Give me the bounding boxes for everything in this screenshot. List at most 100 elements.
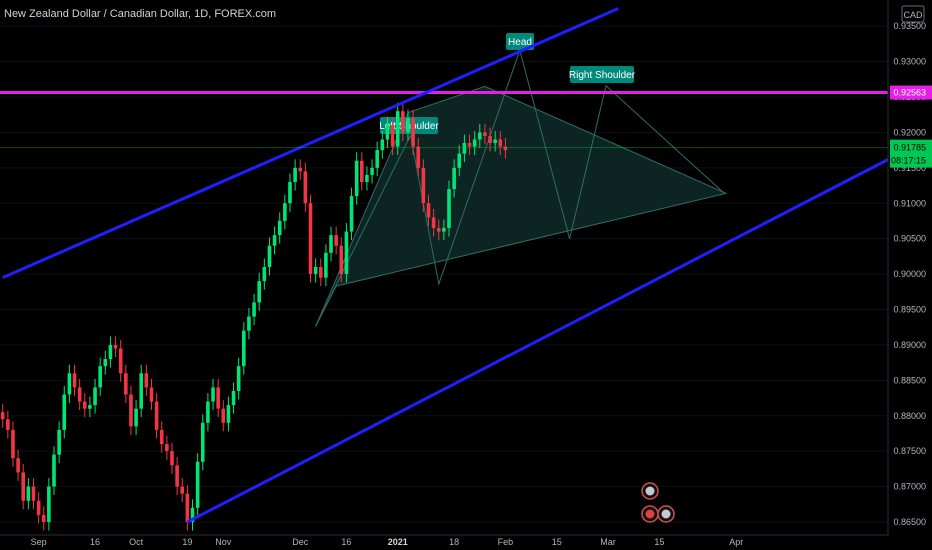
candle-body [206, 401, 210, 423]
trend-lines[interactable] [0, 7, 901, 524]
upper-trend-line[interactable] [2, 7, 619, 279]
candle [365, 166, 369, 191]
x-tick-label: Oct [129, 537, 144, 547]
candle-body [303, 171, 308, 204]
candle-body [442, 228, 446, 232]
candle [483, 123, 487, 145]
candle [247, 308, 251, 340]
x-tick-label: 2021 [388, 537, 408, 547]
candle [349, 187, 354, 241]
candle-body [360, 160, 364, 182]
candle [67, 364, 72, 403]
candle-body [124, 373, 128, 395]
candle [0, 403, 5, 428]
last-price-text: 0.91785 [893, 143, 926, 153]
candle-body [236, 366, 241, 391]
x-tick-label: 15 [552, 537, 562, 547]
event-marker[interactable] [641, 505, 659, 523]
candle-body [216, 387, 220, 409]
candle-body [93, 387, 97, 406]
candle-body [431, 217, 436, 229]
candle-body [411, 118, 415, 147]
candle-body [77, 387, 82, 402]
candle-body [370, 167, 374, 175]
pattern-label-right-shoulder[interactable]: Right Shoulder [569, 66, 636, 83]
candle [324, 244, 328, 287]
candle-body [324, 252, 328, 278]
candle-body [82, 401, 87, 409]
candle [267, 237, 272, 276]
x-tick-label: Sep [31, 537, 47, 547]
candle [195, 453, 200, 517]
candle [457, 145, 462, 177]
candle-body [175, 465, 179, 487]
candle [257, 272, 261, 311]
y-tick-label: 0.90500 [893, 234, 926, 244]
candle-body [252, 302, 256, 317]
event-markers[interactable] [641, 482, 675, 523]
candle-body [293, 167, 297, 182]
candle [385, 116, 390, 148]
lower-trend-line[interactable] [186, 152, 901, 524]
candle-body [221, 408, 226, 423]
candle [334, 226, 338, 255]
candle-body [380, 139, 385, 151]
candle-body [67, 373, 72, 395]
candle [36, 492, 41, 524]
y-tick-label: 0.88500 [893, 375, 926, 385]
candle [6, 410, 10, 439]
candle [308, 194, 313, 283]
currency-label: CAD [903, 10, 923, 20]
candle-body [149, 387, 154, 402]
candle [41, 506, 46, 531]
candle-body [447, 189, 451, 229]
candle [11, 421, 15, 467]
candle [354, 152, 359, 205]
candle [98, 357, 102, 396]
candle [226, 396, 231, 432]
candle [72, 364, 77, 396]
candle [88, 396, 92, 418]
candle-body [339, 245, 344, 275]
candle-body [313, 267, 318, 275]
pattern-area[interactable] [315, 85, 728, 327]
pattern-label-head[interactable]: Head [506, 33, 534, 50]
label-box [506, 33, 534, 50]
label-text: Head [508, 37, 532, 48]
candle [298, 159, 303, 180]
x-tick-label: 15 [654, 537, 664, 547]
candle-body [498, 139, 503, 147]
y-tick-label: 0.87500 [893, 446, 926, 456]
candle [462, 134, 467, 163]
candle-body [452, 167, 456, 190]
label-text: Right Shoulder [569, 70, 636, 81]
candle [16, 449, 20, 481]
time-axis[interactable]: Sep 16 Oct 19 Nov Dec 16 2021 18 Feb 15 Mar 15 Apr [0, 534, 888, 547]
candle [370, 159, 374, 184]
y-tick-label: 0.89000 [893, 340, 926, 350]
candle-body [344, 231, 349, 275]
candle [318, 258, 323, 287]
candle-body [272, 235, 277, 246]
candle [139, 364, 144, 418]
candle-body [57, 429, 61, 455]
price-axis[interactable]: CAD 0.935000.930000.925000.920000.915000… [887, 0, 932, 535]
candle-body [467, 143, 472, 147]
event-marker[interactable] [657, 505, 675, 523]
event-marker[interactable] [641, 482, 659, 500]
candle-body [401, 111, 405, 133]
candle [293, 159, 297, 191]
currency-badge[interactable] [901, 5, 925, 23]
candle-body [200, 422, 205, 462]
candle [431, 208, 436, 237]
candle-body [21, 472, 26, 501]
candle [283, 194, 287, 230]
candle [180, 478, 185, 503]
candle [124, 364, 128, 403]
candle-body [390, 125, 395, 147]
candle [411, 109, 415, 156]
candle [77, 378, 82, 411]
candle [339, 237, 344, 283]
